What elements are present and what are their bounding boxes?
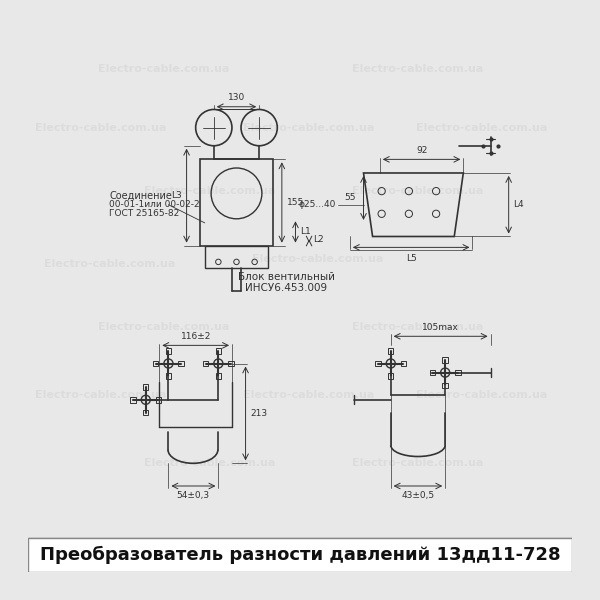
Text: 00-01-1или 00-02-2: 00-01-1или 00-02-2: [109, 200, 200, 209]
Bar: [388, 348, 394, 353]
Text: Electro-cable.com.ua: Electro-cable.com.ua: [35, 122, 166, 133]
Bar: [455, 370, 461, 376]
Text: Electro-cable.com.ua: Electro-cable.com.ua: [253, 254, 384, 264]
Text: Electro-cable.com.ua: Electro-cable.com.ua: [143, 458, 275, 469]
Bar: [156, 397, 161, 403]
Text: Electro-cable.com.ua: Electro-cable.com.ua: [35, 390, 166, 400]
Text: Electro-cable.com.ua: Electro-cable.com.ua: [98, 64, 230, 74]
Text: 55: 55: [345, 193, 356, 202]
Bar: [166, 348, 171, 353]
Text: Electro-cable.com.ua: Electro-cable.com.ua: [98, 322, 230, 332]
Bar: [203, 361, 208, 366]
Text: Electro-cable.com.ua: Electro-cable.com.ua: [244, 390, 375, 400]
Text: 54±0,3: 54±0,3: [176, 491, 209, 500]
Bar: [401, 361, 406, 366]
Text: Electro-cable.com.ua: Electro-cable.com.ua: [416, 390, 547, 400]
Text: ГОСТ 25165-82: ГОСТ 25165-82: [109, 209, 180, 218]
Text: ϕ25...40: ϕ25...40: [299, 200, 336, 209]
Bar: [215, 348, 221, 353]
Text: Соединение: Соединение: [109, 191, 172, 200]
Bar: [430, 370, 435, 376]
Bar: [229, 361, 234, 366]
Text: 130: 130: [228, 93, 245, 102]
Text: L5: L5: [406, 254, 416, 263]
Text: Electro-cable.com.ua: Electro-cable.com.ua: [416, 122, 547, 133]
Text: ИНСУ6.453.009: ИНСУ6.453.009: [245, 283, 328, 293]
Text: Electro-cable.com.ua: Electro-cable.com.ua: [143, 186, 275, 196]
Bar: [28, 538, 572, 572]
Bar: [153, 361, 158, 366]
Text: Electro-cable.com.ua: Electro-cable.com.ua: [352, 186, 484, 196]
Bar: [376, 361, 381, 366]
Bar: [200, 160, 273, 245]
Bar: [178, 361, 184, 366]
Text: 43±0,5: 43±0,5: [401, 491, 434, 500]
Text: L1: L1: [300, 227, 311, 236]
Text: Electro-cable.com.ua: Electro-cable.com.ua: [352, 64, 484, 74]
Bar: [388, 373, 394, 379]
Text: Electro-cable.com.ua: Electro-cable.com.ua: [44, 259, 175, 269]
Text: L2: L2: [314, 235, 324, 244]
Bar: [143, 410, 148, 415]
Text: L3: L3: [172, 191, 182, 200]
Text: 92: 92: [416, 146, 427, 155]
Bar: [205, 245, 268, 268]
Bar: [130, 397, 136, 403]
Bar: [215, 373, 221, 379]
Bar: [442, 357, 448, 362]
Text: Electro-cable.com.ua: Electro-cable.com.ua: [352, 458, 484, 469]
Text: Electro-cable.com.ua: Electro-cable.com.ua: [352, 322, 484, 332]
Text: 116±2: 116±2: [181, 332, 211, 341]
Text: 105max: 105max: [422, 323, 459, 332]
Bar: [442, 383, 448, 388]
Bar: [143, 385, 148, 390]
Text: 155: 155: [287, 198, 305, 207]
Text: Преобразователь разности давлений 13дд11-728: Преобразователь разности давлений 13дд11…: [40, 546, 560, 564]
Text: Electro-cable.com.ua: Electro-cable.com.ua: [244, 122, 375, 133]
Text: Блок вентильный: Блок вентильный: [238, 272, 335, 283]
Bar: [166, 373, 171, 379]
Text: L4: L4: [513, 200, 524, 209]
Text: 213: 213: [250, 409, 267, 418]
